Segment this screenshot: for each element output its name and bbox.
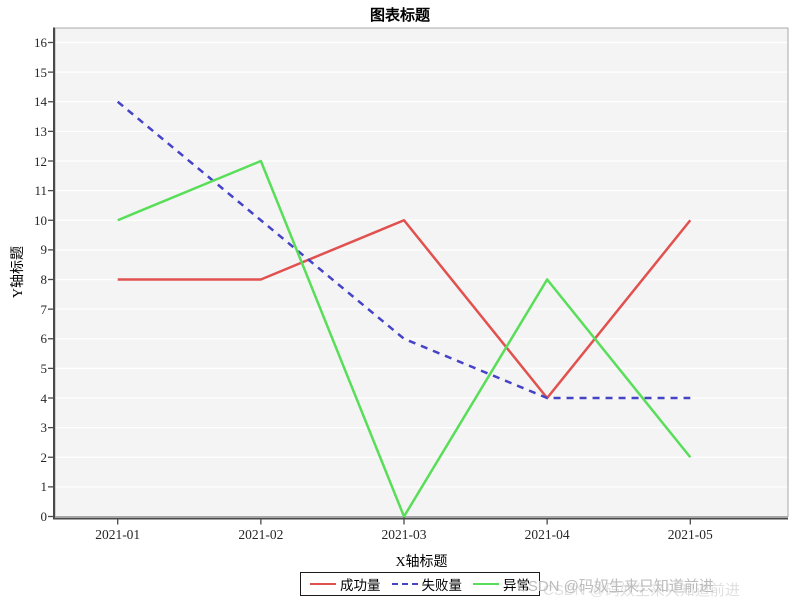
y-tick-label: 4 [40, 390, 48, 406]
x-tick-label: 2021-02 [238, 527, 284, 542]
y-tick-label: 11 [34, 183, 47, 199]
chart-title: 图表标题 [369, 8, 430, 24]
x-tick-label: 2021-05 [667, 527, 713, 542]
legend-label-2: 异常 [503, 578, 530, 593]
x-tick-label: 2021-04 [524, 527, 570, 542]
legend-label-1: 失败量 [421, 578, 463, 593]
legend: 成功量 失败量 异常 [300, 572, 540, 596]
legend-item-0: 成功量 [310, 574, 381, 594]
x-tick-label: 2021-03 [381, 527, 427, 542]
legend-line-sample-1 [391, 583, 418, 585]
legend-item-1: 失败量 [391, 574, 463, 594]
y-tick-label: 7 [40, 301, 48, 317]
y-tick-label: 3 [40, 420, 48, 436]
y-tick-label: 2 [40, 449, 48, 465]
x-tick-label: 2021-01 [95, 527, 141, 542]
y-tick-label: 5 [40, 360, 48, 376]
legend-line-sample-2 [473, 583, 499, 585]
legend-label-0: 成功量 [340, 578, 381, 593]
legend-item-2: 异常 [473, 574, 530, 594]
y-tick-label: 13 [34, 123, 47, 139]
y-tick-label: 16 [34, 35, 47, 50]
y-tick-label: 10 [34, 212, 47, 228]
y-tick-label: 12 [34, 153, 47, 169]
y-tick-label: 6 [40, 331, 48, 347]
x-axis-title: X轴标题 [395, 555, 448, 570]
legend-line-sample-0 [310, 583, 336, 585]
series-line-2 [117, 159, 692, 518]
y-tick-label: 0 [40, 509, 48, 524]
y-tick-label: 8 [40, 272, 48, 287]
y-tick-label: 1 [40, 479, 48, 495]
plot-background [55, 28, 788, 517]
y-tick-label: 15 [34, 64, 47, 80]
y-tick-label: 9 [40, 242, 48, 258]
y-tick-label: 14 [34, 94, 47, 110]
